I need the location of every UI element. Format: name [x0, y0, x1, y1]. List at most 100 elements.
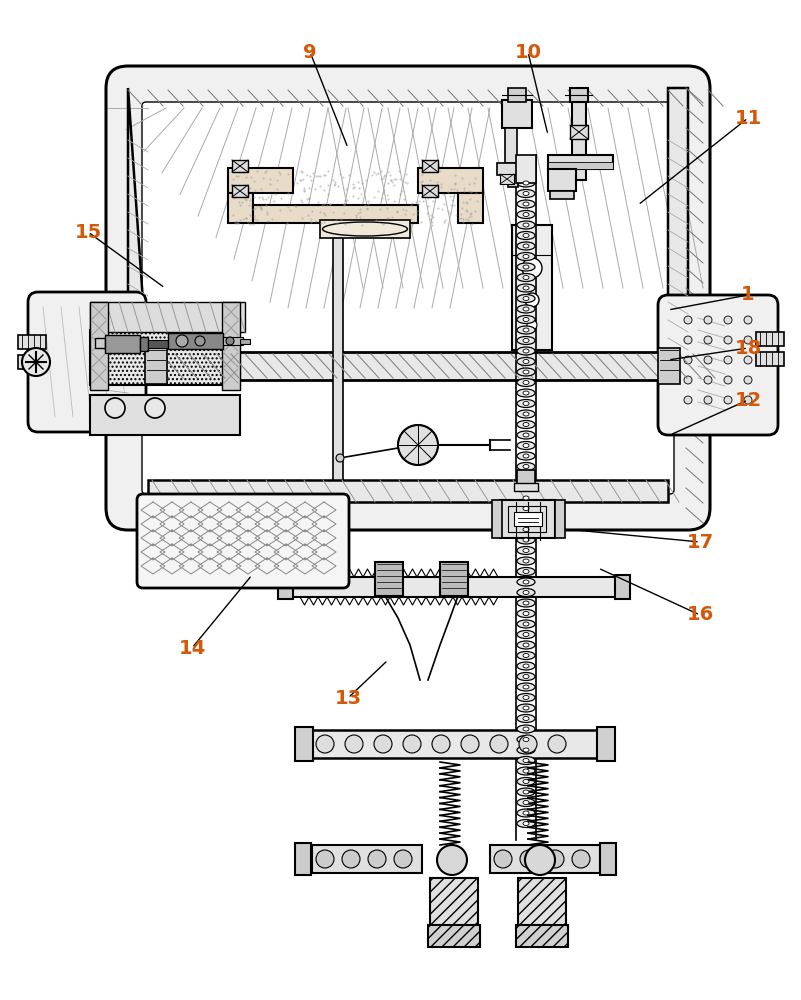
Circle shape	[704, 356, 712, 364]
Ellipse shape	[523, 391, 529, 395]
Ellipse shape	[523, 349, 529, 353]
Ellipse shape	[517, 609, 535, 617]
Circle shape	[744, 396, 752, 404]
Bar	[600, 843, 616, 875]
Circle shape	[525, 845, 555, 875]
Ellipse shape	[517, 599, 535, 607]
Ellipse shape	[517, 399, 535, 408]
Circle shape	[744, 376, 752, 384]
Circle shape	[724, 396, 732, 404]
Bar	[555, 500, 565, 538]
Bar	[288, 577, 618, 597]
Ellipse shape	[523, 380, 529, 384]
Circle shape	[398, 425, 438, 465]
Circle shape	[345, 735, 363, 753]
Circle shape	[403, 735, 421, 753]
Ellipse shape	[523, 611, 529, 615]
Ellipse shape	[523, 738, 529, 742]
Ellipse shape	[517, 546, 535, 554]
Ellipse shape	[517, 242, 535, 250]
Text: 16: 16	[686, 605, 714, 624]
Ellipse shape	[517, 252, 535, 260]
Ellipse shape	[517, 347, 535, 355]
Ellipse shape	[517, 389, 535, 397]
Circle shape	[494, 850, 512, 868]
Ellipse shape	[523, 716, 529, 720]
Bar	[597, 727, 615, 761]
Ellipse shape	[523, 244, 529, 248]
Bar	[422, 160, 438, 172]
Ellipse shape	[517, 473, 535, 481]
Ellipse shape	[517, 756, 535, 764]
Ellipse shape	[523, 265, 529, 269]
Circle shape	[704, 316, 712, 324]
Text: 14: 14	[179, 639, 206, 658]
Bar	[310, 730, 600, 758]
Ellipse shape	[323, 222, 408, 236]
Circle shape	[684, 316, 692, 324]
Circle shape	[548, 735, 566, 753]
Bar	[253, 205, 418, 223]
Text: 18: 18	[735, 338, 762, 358]
Ellipse shape	[517, 788, 535, 796]
Bar	[512, 225, 552, 350]
Ellipse shape	[523, 506, 529, 510]
Text: 15: 15	[74, 223, 102, 241]
Bar	[90, 395, 240, 435]
Ellipse shape	[517, 714, 535, 722]
Bar	[333, 215, 343, 510]
Ellipse shape	[523, 664, 529, 668]
Ellipse shape	[523, 444, 529, 448]
Circle shape	[684, 336, 692, 344]
Ellipse shape	[523, 748, 529, 752]
Ellipse shape	[517, 504, 535, 512]
Circle shape	[520, 850, 538, 868]
Ellipse shape	[517, 431, 535, 439]
Ellipse shape	[517, 725, 535, 733]
Text: 1: 1	[741, 286, 755, 304]
Circle shape	[374, 735, 392, 753]
Polygon shape	[668, 88, 748, 422]
Ellipse shape	[523, 318, 529, 322]
Ellipse shape	[523, 780, 529, 784]
Circle shape	[490, 735, 508, 753]
Ellipse shape	[523, 674, 529, 678]
Bar	[490, 845, 600, 873]
Circle shape	[522, 258, 542, 278]
Ellipse shape	[517, 232, 535, 239]
Bar	[492, 500, 502, 538]
Ellipse shape	[523, 685, 529, 689]
Ellipse shape	[523, 758, 529, 762]
Ellipse shape	[517, 378, 535, 386]
Bar	[222, 302, 240, 390]
Bar	[105, 335, 140, 353]
Bar	[228, 193, 253, 223]
Bar	[548, 155, 613, 169]
Ellipse shape	[523, 338, 529, 342]
Bar	[430, 878, 478, 933]
Ellipse shape	[517, 704, 535, 712]
Circle shape	[724, 356, 732, 364]
Ellipse shape	[517, 820, 535, 828]
FancyBboxPatch shape	[106, 66, 710, 530]
Ellipse shape	[517, 190, 535, 198]
Circle shape	[704, 336, 712, 344]
Ellipse shape	[517, 200, 535, 208]
Ellipse shape	[523, 601, 529, 605]
Bar	[90, 330, 240, 385]
Ellipse shape	[517, 809, 535, 817]
Ellipse shape	[517, 336, 535, 344]
Ellipse shape	[523, 727, 529, 731]
Bar	[90, 330, 240, 385]
Ellipse shape	[517, 284, 535, 292]
Ellipse shape	[517, 452, 535, 460]
Ellipse shape	[523, 370, 529, 374]
Ellipse shape	[517, 273, 535, 282]
Ellipse shape	[517, 494, 535, 502]
Ellipse shape	[517, 641, 535, 649]
Ellipse shape	[523, 328, 529, 332]
Ellipse shape	[517, 221, 535, 229]
Ellipse shape	[523, 643, 529, 647]
Ellipse shape	[517, 526, 535, 534]
Ellipse shape	[517, 442, 535, 450]
